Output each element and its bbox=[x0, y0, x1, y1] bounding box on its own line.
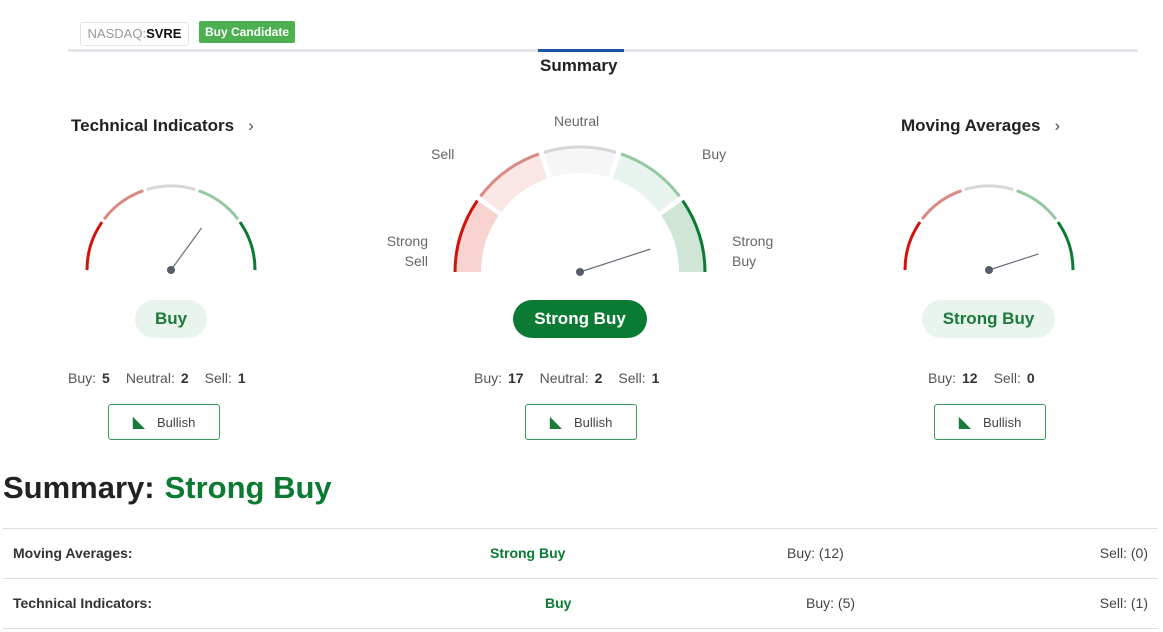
moving-gauge-needle-pivot bbox=[985, 266, 993, 274]
summary-gauge-segment-strong-buy bbox=[661, 200, 705, 273]
summary-gauge-segment-strong-sell bbox=[455, 200, 499, 273]
summary-gauge-segment-neutral bbox=[543, 147, 617, 178]
summary-gauge-arc-buy bbox=[620, 152, 681, 198]
moving-gauge-arc-strong-buy bbox=[1056, 221, 1075, 271]
chevron-right-icon: › bbox=[248, 116, 254, 135]
moving-averages-link[interactable]: Moving Averages › bbox=[901, 116, 1061, 135]
bull-icon: ◣ bbox=[549, 414, 562, 431]
technical-gauge-arc-neutral bbox=[146, 184, 196, 192]
summary-gauge-arc-strong-sell bbox=[453, 199, 479, 273]
label-strong-sell: Strong Sell bbox=[386, 233, 428, 269]
tab-summary[interactable]: Summary bbox=[540, 56, 618, 75]
moving-rating: Strong Buy bbox=[922, 300, 1055, 338]
buy-candidate-badge: Buy Candidate bbox=[199, 21, 296, 43]
summary-gauge-needle-pivot bbox=[576, 268, 584, 276]
label-sell: Sell bbox=[431, 146, 455, 162]
label-strong-buy: Strong Buy bbox=[732, 233, 774, 269]
moving-gauge-arc-neutral bbox=[964, 184, 1014, 192]
summary-gauge-segment-buy bbox=[612, 153, 680, 213]
label-buy: Buy bbox=[702, 146, 727, 162]
table-row: Moving Averages: Strong Buy Buy: (12) Se… bbox=[3, 528, 1158, 578]
moving-gauge-arc-strong-sell bbox=[903, 221, 922, 271]
summary-gauge-arc-neutral bbox=[543, 145, 617, 154]
moving-gauge-arc-sell bbox=[920, 189, 962, 221]
bull-icon: ◣ bbox=[958, 414, 971, 431]
technical-gauge-arc-buy bbox=[198, 189, 240, 221]
technical-trend-button[interactable]: ◣ Bullish bbox=[108, 404, 220, 440]
technical-gauge-arc-sell bbox=[102, 189, 144, 221]
technical-gauge-needle-pivot bbox=[167, 266, 175, 274]
summary-gauge-needle bbox=[579, 248, 651, 273]
technical-rating: Buy bbox=[135, 300, 207, 338]
moving-counts: Buy: 12 Sell: 0 bbox=[928, 370, 1035, 386]
summary-gauge-arc-strong-buy bbox=[681, 199, 707, 273]
technical-indicators-link[interactable]: Technical Indicators › bbox=[71, 116, 254, 135]
summary-heading: Summary: Strong Buy bbox=[3, 470, 332, 505]
moving-trend-button[interactable]: ◣ Bullish bbox=[934, 404, 1046, 440]
technical-gauge-needle bbox=[170, 227, 203, 271]
technical-counts: Buy: 5 Neutral: 2 Sell: 1 bbox=[68, 370, 246, 386]
summary-trend-button[interactable]: ◣ Bullish bbox=[525, 404, 637, 440]
technical-gauge-arc-strong-sell bbox=[85, 221, 104, 271]
chevron-right-icon: › bbox=[1054, 116, 1061, 135]
moving-gauge-arc-buy bbox=[1016, 189, 1058, 221]
table-row: Technical Indicators: Buy Buy: (5) Sell:… bbox=[3, 578, 1158, 629]
technical-gauge-arc-strong-buy bbox=[238, 221, 257, 271]
tab-indicator bbox=[538, 49, 624, 52]
label-neutral: Neutral bbox=[554, 113, 600, 129]
summary-gauge-segment-sell bbox=[480, 153, 548, 213]
summary-rating: Strong Buy bbox=[513, 300, 647, 338]
bull-icon: ◣ bbox=[132, 414, 145, 431]
summary-gauge-arc-sell bbox=[479, 152, 540, 198]
summary-counts: Buy: 17 Neutral: 2 Sell: 1 bbox=[474, 370, 660, 386]
moving-gauge-needle bbox=[988, 253, 1039, 271]
ticker-badge: NASDAQ:SVRE bbox=[80, 22, 189, 46]
